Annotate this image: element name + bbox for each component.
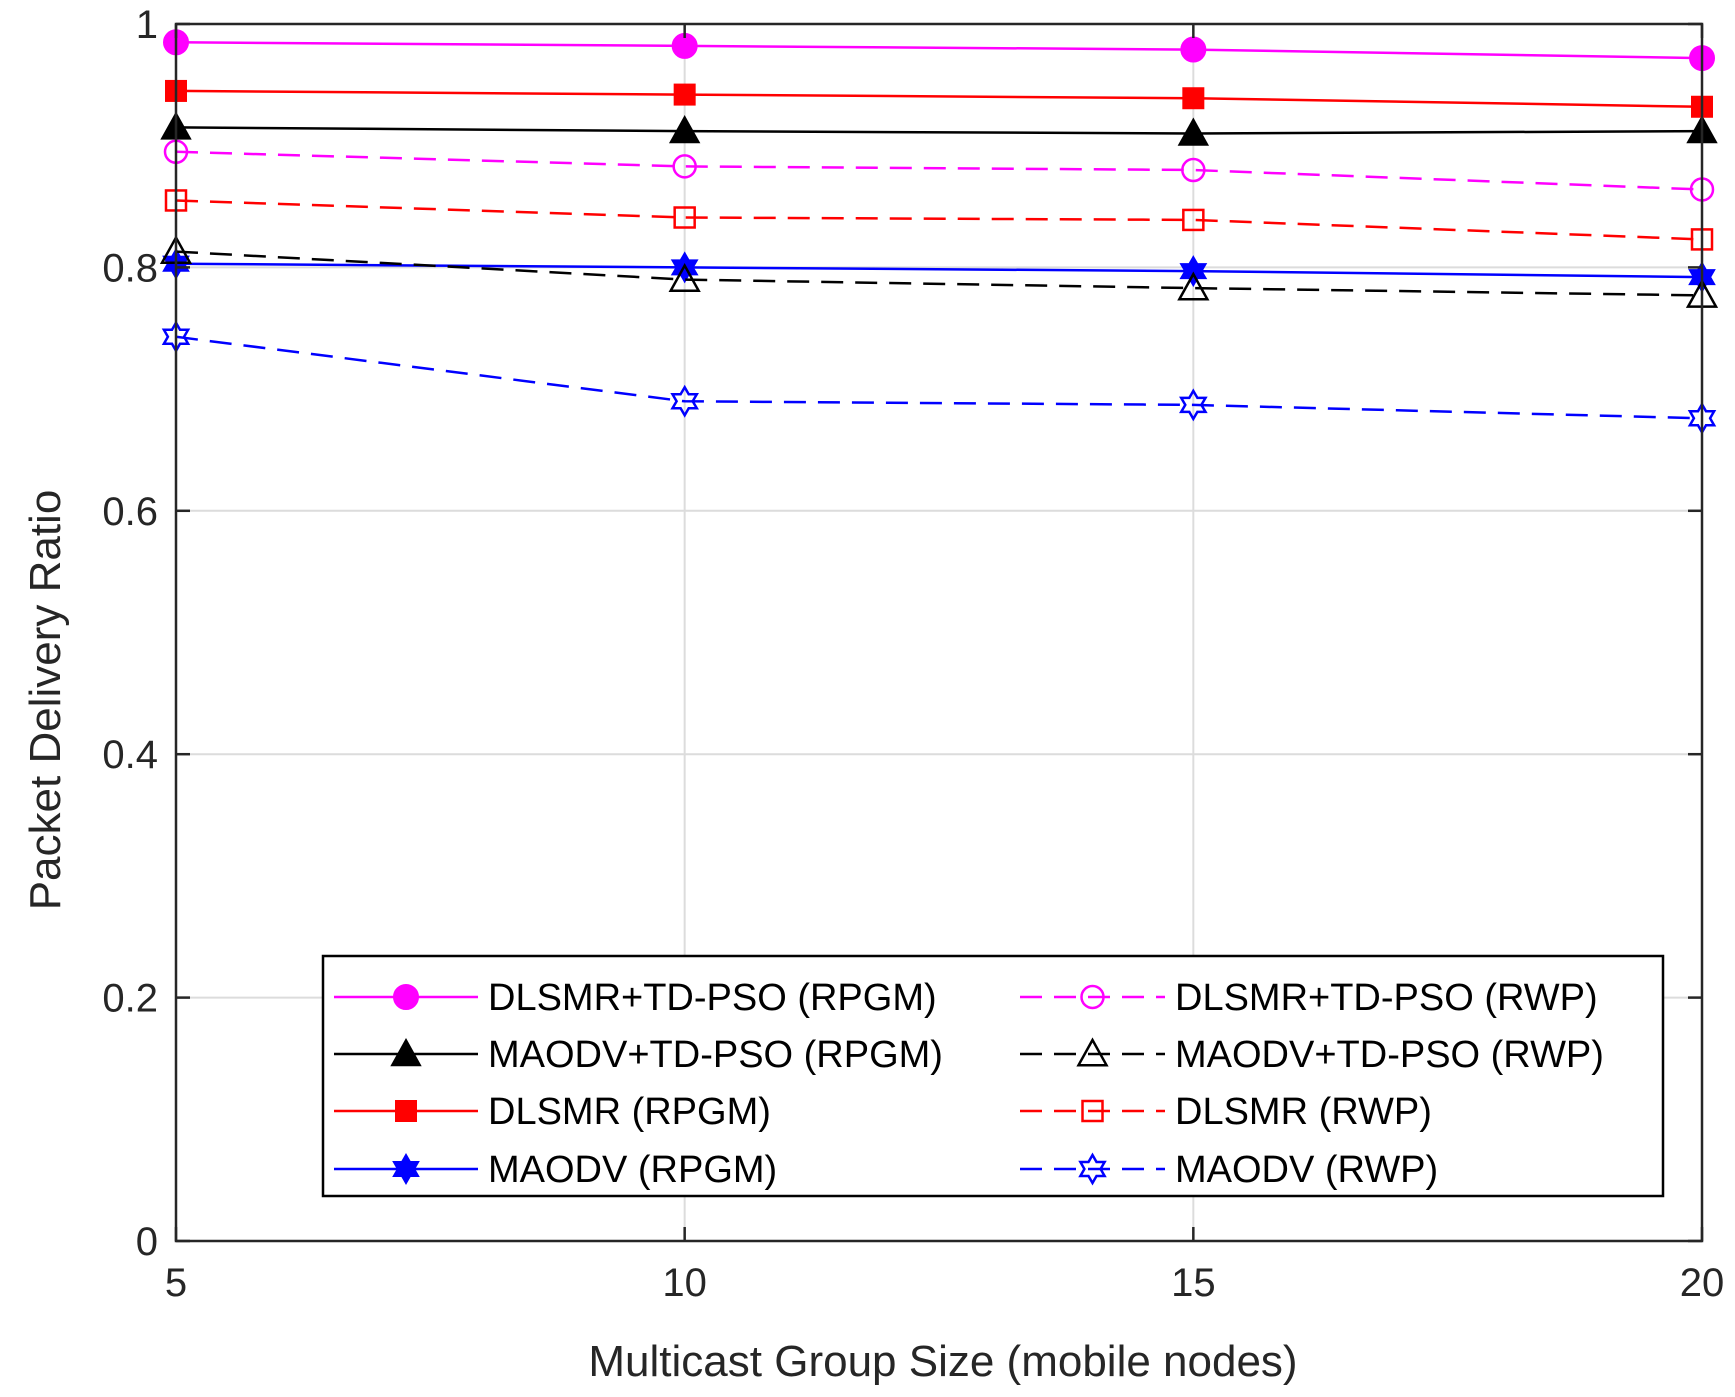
data-point xyxy=(668,262,701,293)
data-point xyxy=(1179,255,1208,288)
legend-marker xyxy=(390,1037,422,1067)
legend-marker xyxy=(1076,1037,1109,1067)
legend-label: MAODV+TD-PSO (RWP) xyxy=(1175,1034,1604,1076)
legend-label: DLSMR (RPGM) xyxy=(488,1091,771,1133)
legend-item: MAODV (RPGM) xyxy=(334,1149,777,1191)
y-tick-label: 0 xyxy=(136,1220,158,1264)
data-point xyxy=(672,154,697,179)
data-point xyxy=(1182,87,1205,110)
legend-item: DLSMR+TD-PSO (RWP) xyxy=(1020,977,1598,1019)
series-6 xyxy=(159,235,1719,308)
legend-marker xyxy=(1081,1099,1104,1123)
x-tick-label: 15 xyxy=(1171,1261,1216,1305)
legend-marker xyxy=(1078,1152,1107,1186)
legend-marker xyxy=(395,1100,417,1122)
data-point xyxy=(1177,271,1210,301)
legend-label: MAODV (RWP) xyxy=(1175,1149,1438,1191)
legend-label: MAODV+TD-PSO (RPGM) xyxy=(488,1034,943,1076)
series-line xyxy=(175,199,1703,241)
data-point xyxy=(1182,208,1205,232)
series-line xyxy=(175,250,1703,297)
x-tick-label: 20 xyxy=(1680,1261,1725,1305)
legend-item: DLSMR+TD-PSO (RPGM) xyxy=(334,977,937,1019)
x-tick-label: 10 xyxy=(662,1261,707,1305)
series-line xyxy=(175,126,1703,135)
series-line xyxy=(175,150,1703,191)
x-tick-label: 5 xyxy=(165,1261,187,1305)
legend-label: DLSMR+TD-PSO (RWP) xyxy=(1175,977,1598,1019)
plot-frame xyxy=(174,22,1704,1243)
legend-label: MAODV (RPGM) xyxy=(488,1149,777,1191)
legend-item: MAODV (RWP) xyxy=(1020,1149,1438,1191)
legend-item: MAODV+TD-PSO (RWP) xyxy=(1020,1034,1604,1076)
legend-marker xyxy=(393,984,419,1010)
data-point xyxy=(1177,117,1210,146)
data-point xyxy=(670,384,699,418)
legend-label: DLSMR (RWP) xyxy=(1175,1091,1432,1133)
axes xyxy=(174,22,1704,1243)
legend-item: MAODV+TD-PSO (RPGM) xyxy=(334,1034,943,1076)
y-tick-label: 0.2 xyxy=(102,977,158,1021)
y-tick-label: 1 xyxy=(136,3,158,47)
data-point xyxy=(1181,157,1206,183)
data-point xyxy=(1180,36,1207,63)
y-tick-label: 0.6 xyxy=(102,490,158,534)
legend-box xyxy=(321,954,1665,1198)
series-line xyxy=(175,41,1703,60)
data-point xyxy=(673,83,696,106)
y-tick-label: 0.8 xyxy=(102,246,158,290)
data-point xyxy=(1179,388,1208,422)
data-point xyxy=(673,206,696,229)
legend-label: DLSMR+TD-PSO (RPGM) xyxy=(488,977,937,1019)
legend-marker xyxy=(1080,984,1105,1010)
x-axis-label: Multicast Group Size (mobile nodes) xyxy=(588,1337,1297,1386)
legend-item: DLSMR (RWP) xyxy=(1020,1091,1432,1133)
y-axis-label: Packet Delivery Ratio xyxy=(21,490,70,911)
series-line xyxy=(175,89,1703,109)
series-line xyxy=(175,335,1703,420)
legend: DLSMR+TD-PSO (RPGM) MAODV+TD-PSO (RPGM) DL… xyxy=(321,954,1665,1198)
tick-labels: 5 10 15 20 0 0.2 0.4 0.6 0.8 1 xyxy=(102,3,1724,1305)
y-tick-label: 0.4 xyxy=(102,733,158,777)
series-7 xyxy=(164,189,1714,251)
legend-item: DLSMR (RPGM) xyxy=(334,1091,771,1133)
data-point xyxy=(668,115,701,144)
legend-marker xyxy=(392,1152,420,1186)
